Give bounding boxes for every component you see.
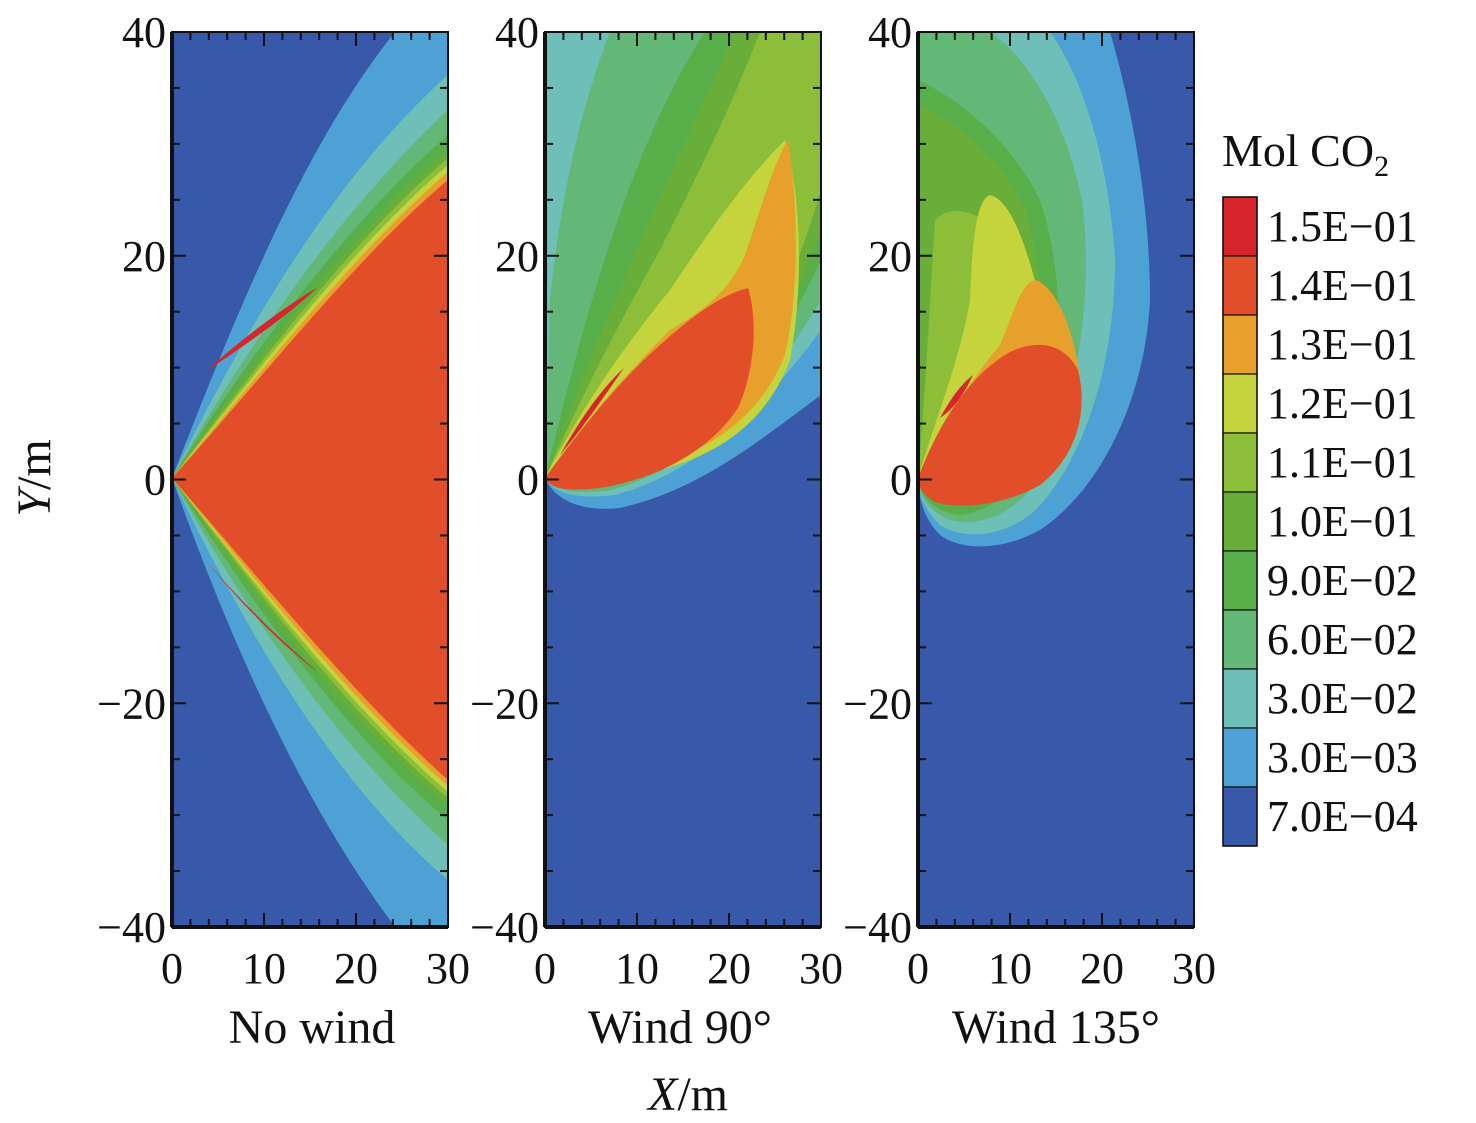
x-axis-var: X <box>646 1068 679 1121</box>
legend-swatches <box>1222 196 1258 847</box>
x-tick-label: 0 <box>907 944 929 993</box>
contour-fill-wind-135 <box>918 32 1194 927</box>
y-tick-label: 0 <box>890 456 912 505</box>
legend-title: Mol CO2 <box>1222 125 1389 183</box>
contour-core-1.4e-1 <box>545 288 754 490</box>
y-tick-label: 40 <box>868 8 912 57</box>
colorbar-legend: Mol CO2 1.5E−01 1.4E−01 1.3E−01 1.2E−01 1.1E… <box>1222 125 1418 847</box>
y-tick-label: −20 <box>97 679 166 728</box>
legend-title-sub: 2 <box>1374 150 1389 183</box>
x-tick-label: 30 <box>799 944 843 993</box>
x-tick-label: 30 <box>1172 944 1216 993</box>
y-axis-title: Y/m <box>8 439 61 516</box>
legend-swatch <box>1222 373 1258 434</box>
legend-swatch <box>1222 668 1258 729</box>
y-tick-label: −20 <box>470 679 539 728</box>
legend-label: 3.0E−02 <box>1267 674 1418 723</box>
y-axis-var: Y <box>8 486 61 517</box>
legend-title-main: Mol CO <box>1222 125 1374 176</box>
contour-streak-wind-135 <box>940 375 973 418</box>
legend-label: 1.2E−01 <box>1267 379 1418 428</box>
x-tick-label: 0 <box>161 944 183 993</box>
x-tick-label: 20 <box>1080 944 1124 993</box>
legend-swatch <box>1222 491 1258 552</box>
contour-streak-wind-90 <box>560 368 624 455</box>
x-tick-label: 30 <box>426 944 470 993</box>
legend-label: 1.5E−01 <box>1267 202 1418 251</box>
x-axis-unit: /m <box>677 1068 728 1121</box>
contour-streak-upper <box>205 287 318 372</box>
contour-core-1.4e-1 <box>918 344 1082 506</box>
x-tick-label: 0 <box>534 944 556 993</box>
legend-swatch <box>1222 550 1258 611</box>
y-axis-unit: /m <box>8 439 61 490</box>
y-tick-label: 40 <box>495 8 539 57</box>
legend-labels: 1.5E−01 1.4E−01 1.3E−01 1.2E−01 1.1E−01 1.0E−… <box>1267 202 1418 841</box>
legend-swatch <box>1222 255 1258 316</box>
x-tick-label: 20 <box>707 944 751 993</box>
legend-swatch <box>1222 609 1258 670</box>
legend-label: 1.1E−01 <box>1267 438 1418 487</box>
legend-label: 9.0E−02 <box>1267 556 1418 605</box>
y-tick-label: −40 <box>97 903 166 952</box>
x-tick-label: 20 <box>334 944 378 993</box>
legend-label: 1.4E−01 <box>1267 261 1418 310</box>
x-axis-title: X/m <box>646 1068 728 1121</box>
y-tick-label: −40 <box>470 903 539 952</box>
x-tick-label: 10 <box>615 944 659 993</box>
legend-label: 3.0E−03 <box>1267 733 1418 782</box>
y-tick-label: 20 <box>868 232 912 281</box>
legend-swatch <box>1222 432 1258 493</box>
contour-core-1.4e-1 <box>172 180 448 780</box>
contour-fill-wind-90 <box>545 32 821 927</box>
y-tick-label: 0 <box>144 456 166 505</box>
legend-swatch <box>1222 314 1258 375</box>
legend-label: 6.0E−02 <box>1267 615 1418 664</box>
legend-swatch <box>1222 786 1258 847</box>
y-tick-label: 20 <box>495 232 539 281</box>
legend-frame <box>1222 196 1258 847</box>
y-tick-label: −20 <box>843 679 912 728</box>
panel-label-wind-90: Wind 90° <box>588 1001 772 1054</box>
x-tick-label: 10 <box>988 944 1032 993</box>
y-tick-label: 40 <box>122 8 166 57</box>
y-tick-label: −40 <box>843 903 912 952</box>
panel-label-no-wind: No wind <box>229 1001 396 1054</box>
legend-label: 1.0E−01 <box>1267 497 1418 546</box>
x-tick-label: 10 <box>242 944 286 993</box>
panel-label-wind-135: Wind 135° <box>952 1001 1160 1054</box>
contour-fill-no-wind <box>172 32 448 927</box>
y-tick-label: 0 <box>517 456 539 505</box>
legend-swatch <box>1222 196 1258 257</box>
y-tick-label: 20 <box>122 232 166 281</box>
legend-label: 7.0E−04 <box>1267 792 1418 841</box>
legend-swatch <box>1222 727 1258 788</box>
legend-label: 1.3E−01 <box>1267 320 1418 369</box>
